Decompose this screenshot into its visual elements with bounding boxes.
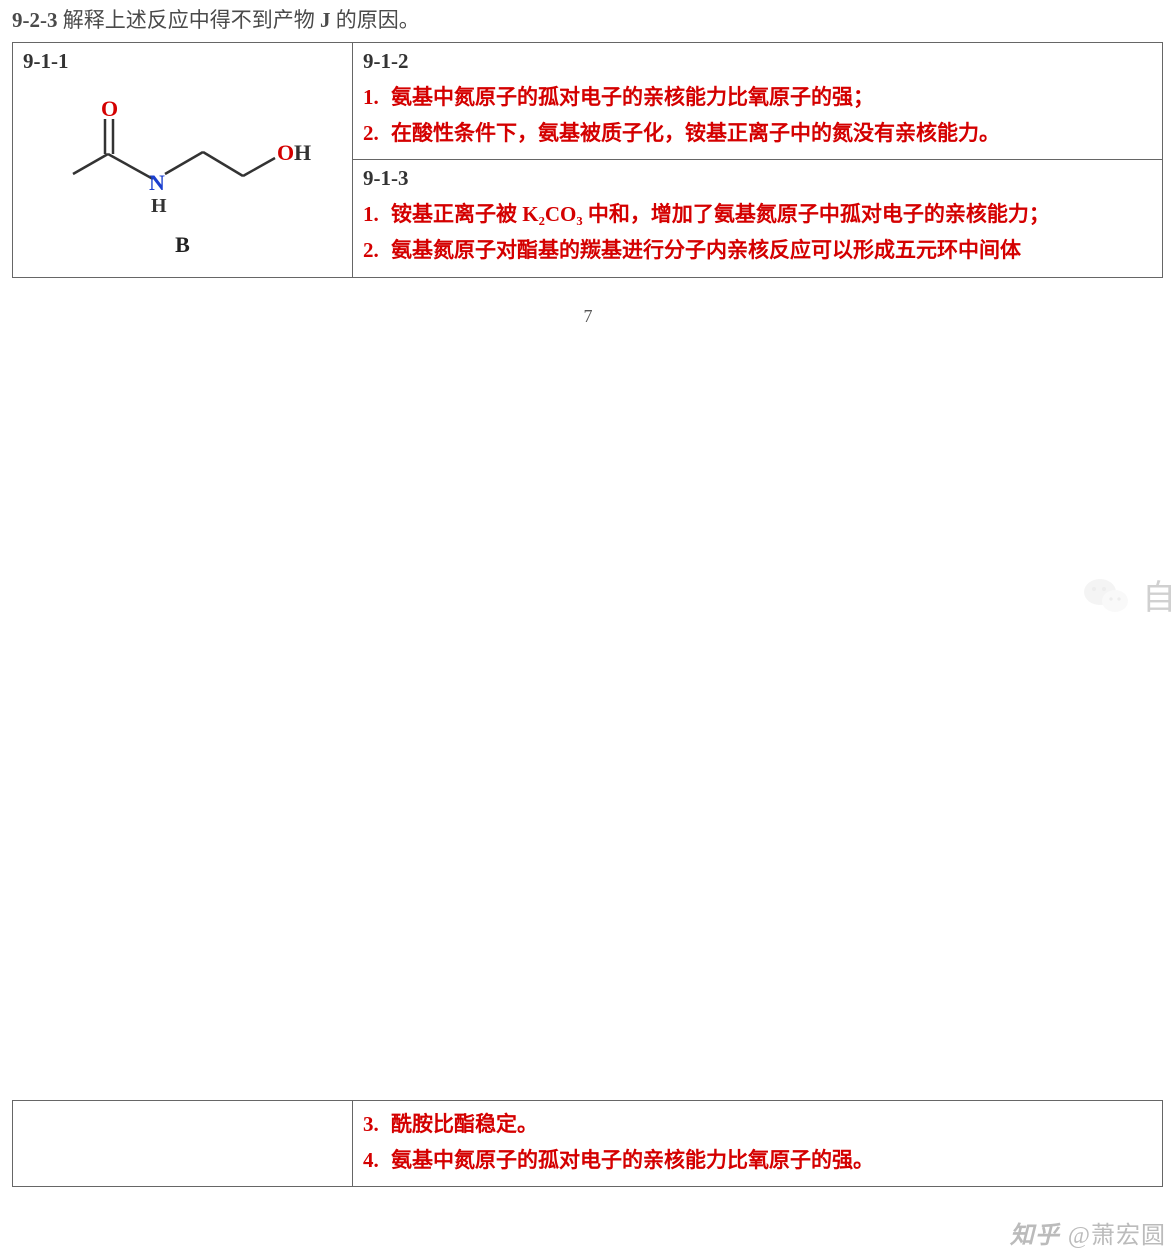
list-bottom: 3.酰胺比酯稳定。 4.氨基中氮原子的孤对电子的亲核能力比氧原子的强。 bbox=[363, 1107, 1152, 1178]
molecule-B: O N H O H B bbox=[23, 94, 342, 258]
item-text: 铵基正离子被 K₂CO₃ 中和，增加了氨基氮原子中孤对电子的亲核能力； bbox=[391, 197, 1152, 233]
answer-table-1: 9-1-1 bbox=[12, 42, 1163, 278]
zhihu-logo-text: 知乎 bbox=[1010, 1215, 1060, 1250]
question-text-2: 的原因。 bbox=[331, 8, 420, 32]
question-9-2-3: 9-2-3 解释上述反应中得不到产物 J 的原因。 bbox=[0, 0, 1176, 42]
atom-H-hydroxyl: H bbox=[294, 140, 311, 165]
item-text: 酰胺比酯稳定。 bbox=[391, 1107, 1152, 1143]
cell-9-1-1: 9-1-1 bbox=[13, 43, 353, 278]
list-item: 1.铵基正离子被 K₂CO₃ 中和，增加了氨基氮原子中孤对电子的亲核能力； bbox=[363, 197, 1152, 233]
molecule-svg: O N H O H bbox=[53, 94, 313, 224]
zhihu-watermark: 知乎 @萧宏圆 bbox=[1010, 1215, 1166, 1250]
answer-table-2: 3.酰胺比酯稳定。 4.氨基中氮原子的孤对电子的亲核能力比氧原子的强。 bbox=[12, 1100, 1163, 1187]
molecule-label-B: B bbox=[175, 232, 190, 258]
cell-9-1-2-header: 9-1-2 bbox=[363, 49, 1152, 74]
cell-9-1-1-header: 9-1-1 bbox=[23, 49, 342, 74]
list-item: 2.氨基氮原子对酯基的羰基进行分子内亲核反应可以形成五元环中间体 bbox=[363, 233, 1152, 269]
item-text: 氨基中氮原子的孤对电子的亲核能力比氧原子的强； bbox=[391, 80, 1152, 116]
page-number: 7 bbox=[0, 306, 1176, 327]
item-text: 氨基中氮原子的孤对电子的亲核能力比氧原子的强。 bbox=[391, 1143, 1152, 1179]
cell-9-1-2: 9-1-2 1.氨基中氮原子的孤对电子的亲核能力比氧原子的强； 2.在酸性条件下… bbox=[353, 43, 1163, 160]
wechat-icon bbox=[1082, 574, 1132, 616]
question-number: 9-2-3 bbox=[12, 8, 58, 32]
cell-bottom-left bbox=[13, 1101, 353, 1187]
cell-bottom-right: 3.酰胺比酯稳定。 4.氨基中氮原子的孤对电子的亲核能力比氧原子的强。 bbox=[353, 1101, 1163, 1187]
watermark-text: 自 bbox=[1142, 570, 1176, 619]
wechat-watermark: 自 bbox=[1082, 570, 1176, 619]
list-item: 2.在酸性条件下，氨基被质子化，铵基正离子中的氮没有亲核能力。 bbox=[363, 116, 1152, 152]
question-bold-j: J bbox=[320, 8, 331, 32]
cell-9-1-3-header: 9-1-3 bbox=[363, 166, 1152, 191]
list-item: 1.氨基中氮原子的孤对电子的亲核能力比氧原子的强； bbox=[363, 80, 1152, 116]
list-9-1-2: 1.氨基中氮原子的孤对电子的亲核能力比氧原子的强； 2.在酸性条件下，氨基被质子… bbox=[363, 80, 1152, 151]
atom-O-carbonyl: O bbox=[101, 96, 118, 121]
item-text: 在酸性条件下，氨基被质子化，铵基正离子中的氮没有亲核能力。 bbox=[391, 116, 1152, 152]
cell-9-1-3: 9-1-3 1.铵基正离子被 K₂CO₃ 中和，增加了氨基氮原子中孤对电子的亲核… bbox=[353, 160, 1163, 277]
zhihu-author: @萧宏圆 bbox=[1068, 1215, 1166, 1250]
atom-H-on-N: H bbox=[151, 195, 167, 217]
atom-N: N bbox=[149, 170, 165, 195]
list-item: 4.氨基中氮原子的孤对电子的亲核能力比氧原子的强。 bbox=[363, 1143, 1152, 1179]
list-item: 3.酰胺比酯稳定。 bbox=[363, 1107, 1152, 1143]
question-text-1: 解释上述反应中得不到产物 bbox=[58, 8, 321, 32]
atom-O-hydroxyl: O bbox=[277, 140, 294, 165]
item-text: 氨基氮原子对酯基的羰基进行分子内亲核反应可以形成五元环中间体 bbox=[391, 233, 1152, 269]
list-9-1-3: 1.铵基正离子被 K₂CO₃ 中和，增加了氨基氮原子中孤对电子的亲核能力； 2.… bbox=[363, 197, 1152, 268]
